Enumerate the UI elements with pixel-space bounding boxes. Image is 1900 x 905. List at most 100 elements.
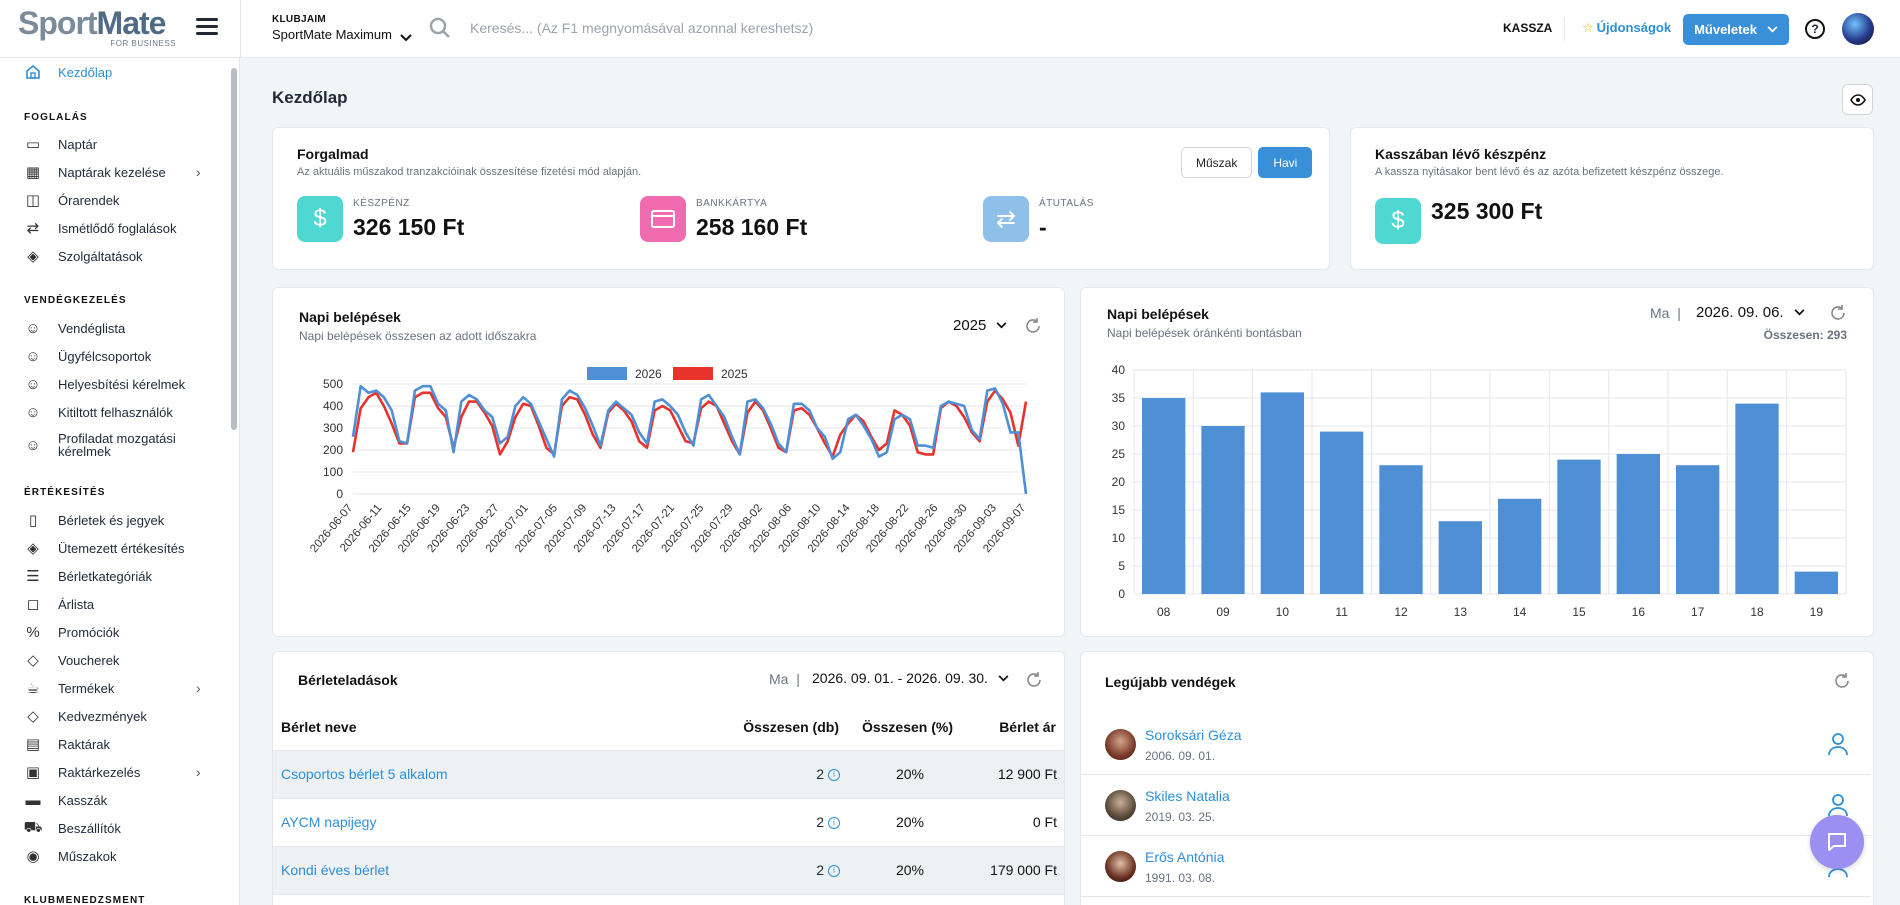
- monthly-button[interactable]: Havi: [1258, 147, 1313, 178]
- calendar-icon: ▭: [25, 136, 41, 153]
- avatar[interactable]: [1105, 851, 1136, 882]
- bar: [1438, 521, 1482, 594]
- store-icon: ▤: [25, 736, 41, 753]
- count-cell: 2: [816, 814, 824, 830]
- sidebar-item-recurring[interactable]: ⇄ Ismétlődő foglalások: [0, 215, 225, 241]
- sidebar-item-client-groups[interactable]: ☺ Ügyfélcsoportok: [25, 347, 152, 365]
- info-icon[interactable]: i: [828, 865, 840, 878]
- x-tick-label: 12: [1394, 605, 1408, 619]
- today-label[interactable]: Ma |: [1650, 305, 1681, 321]
- guest-name-link[interactable]: Skiles Natalia: [1145, 788, 1230, 804]
- bar: [1557, 459, 1601, 594]
- refresh-icon[interactable]: [1025, 671, 1043, 689]
- pass-name-link[interactable]: Csoportos bérlet 5 alkalom: [281, 766, 448, 782]
- daily-entries-bar-chart: 0 5 10 15 20 25 30 35 40 08 09 10 11 12 13 14 15 16 17 18 19: [1112, 363, 1847, 619]
- chevron-right-icon: ›: [196, 764, 201, 780]
- today-label[interactable]: Ma |: [769, 671, 800, 687]
- col-header-price[interactable]: Bérlet ár: [999, 719, 1056, 735]
- sidebar-item-calendar[interactable]: ▭ Naptár: [25, 136, 98, 153]
- sidebar-item-corrections[interactable]: ☺ Helyesbítési kérelmek: [25, 375, 186, 393]
- col-header-percent[interactable]: Összesen (%): [861, 719, 953, 735]
- avatar[interactable]: [1105, 729, 1136, 760]
- sidebar-item-banned[interactable]: ☺ Kitiltott felhasználók: [25, 403, 173, 421]
- users-icon: ☺: [25, 347, 41, 365]
- sidebar-item-discounts[interactable]: ◇ Kedvezmények: [0, 703, 225, 729]
- col-header-name[interactable]: Bérlet neve: [281, 719, 357, 735]
- sidebar-item-pricelist[interactable]: ◻ Árlista: [0, 591, 225, 617]
- sidebar-item-warehouses[interactable]: ▤ Raktárak: [25, 736, 111, 753]
- columns-icon: ◫: [25, 192, 41, 209]
- sidebar-item-passes[interactable]: ▯ Bérletek és jegyek: [0, 507, 225, 533]
- sidebar-item-shifts[interactable]: ◉ Műszakok: [0, 843, 225, 869]
- guest-date: 2006. 09. 01.: [1145, 749, 1216, 763]
- cash-value: 326 150 Ft: [353, 214, 465, 240]
- sidebar-item-guestlist[interactable]: ☺ Vendéglista: [25, 319, 126, 337]
- sportmate-logo[interactable]: SportMate FOR BUSINESS: [18, 5, 176, 48]
- year-select[interactable]: 2025: [953, 317, 1007, 334]
- refresh-icon[interactable]: [1829, 304, 1847, 322]
- x-tick-label: 15: [1572, 605, 1586, 619]
- sidebar-item-home[interactable]: Kezdőlap: [0, 59, 225, 85]
- bar: [1320, 431, 1364, 594]
- sidebar-item-vouchers[interactable]: ◇ Voucherek: [0, 647, 225, 673]
- info-icon[interactable]: i: [828, 769, 840, 782]
- info-icon[interactable]: i: [828, 817, 840, 830]
- search-input[interactable]: [470, 14, 990, 42]
- shift-button[interactable]: Műszak: [1181, 147, 1253, 178]
- daily-period-subtitle: Napi belépések összesen az adott időszak…: [299, 329, 537, 343]
- menu-toggle-icon[interactable]: [196, 18, 218, 38]
- operations-button[interactable]: Műveletek: [1683, 14, 1789, 45]
- hourly-subtitle: Napi belépések óránkénti bontásban: [1107, 326, 1302, 340]
- sidebar-item-timetables[interactable]: ◫ Órarendek: [25, 192, 120, 209]
- dollar-icon: $: [1375, 198, 1421, 244]
- sidebar-item-products[interactable]: ☕ Termékek ›: [0, 675, 225, 701]
- guest-date: 1991. 03. 08.: [1145, 871, 1216, 885]
- user-icon[interactable]: [1827, 732, 1849, 756]
- sidebar-item-stock[interactable]: ▣ Raktárkezelés ›: [25, 764, 201, 781]
- news-link[interactable]: ☆ Újdonságok: [1582, 20, 1672, 35]
- sidebar-item-suppliers[interactable]: ⛟ Beszállítók: [23, 818, 121, 836]
- guest-name-link[interactable]: Erős Antónia: [1145, 849, 1225, 865]
- user-icon[interactable]: [1827, 793, 1849, 817]
- search-icon[interactable]: [428, 16, 452, 40]
- sidebar-item-pass-categories[interactable]: ☰ Bérletkategóriák: [0, 563, 225, 589]
- kassza-link[interactable]: KASSZA: [1503, 21, 1553, 35]
- date-select[interactable]: 2026. 09. 06.: [1696, 304, 1805, 321]
- section-foglalas: FOGLALÁS: [24, 112, 88, 123]
- bar: [1616, 454, 1660, 594]
- sidebar-scrollbar[interactable]: [231, 68, 237, 430]
- sidebar-item-calendar-manage[interactable]: ▦ Naptárak kezelése ›: [25, 164, 201, 181]
- guest-name-link[interactable]: Soroksári Géza: [1145, 727, 1242, 743]
- chevron-right-icon: ›: [196, 164, 201, 180]
- transfer-label: ÁTUTALÁS: [1039, 198, 1094, 209]
- user-avatar[interactable]: [1842, 13, 1874, 45]
- date-range-select[interactable]: 2026. 09. 01. - 2026. 09. 30.: [812, 670, 1009, 686]
- repeat-icon: ⇄: [26, 220, 40, 237]
- y-tick-label: 200: [323, 443, 343, 457]
- col-header-count[interactable]: Összesen (db): [743, 719, 839, 735]
- hourly-total: Összesen: 293: [1763, 328, 1847, 342]
- sidebar-item-scheduled-sales[interactable]: ◈ Ütemezett értékesítés: [0, 535, 225, 561]
- legend-swatch: [587, 367, 627, 380]
- bar: [1201, 426, 1245, 594]
- revenue-card: Forgalmad Az aktuális műszakod tranzakci…: [272, 127, 1330, 270]
- refresh-icon[interactable]: [1833, 672, 1851, 690]
- help-icon[interactable]: ?: [1805, 19, 1825, 39]
- pass-name-link[interactable]: Kondi éves bérlet: [281, 862, 390, 878]
- sidebar-item-promotions[interactable]: % Promóciók: [0, 619, 225, 645]
- visibility-toggle-button[interactable]: [1842, 84, 1873, 115]
- chat-button[interactable]: [1810, 815, 1864, 869]
- club-selector[interactable]: KLUBJAIM SportMate Maximum: [272, 14, 412, 42]
- top-bar: SportMate FOR BUSINESS KLUBJAIM SportMat…: [0, 0, 1900, 58]
- y-tick-label: 10: [1112, 531, 1126, 545]
- chat-icon: [1828, 833, 1846, 851]
- refresh-icon[interactable]: [1024, 317, 1042, 335]
- chevron-down-icon: [996, 322, 1007, 329]
- avatar[interactable]: [1105, 790, 1136, 821]
- sidebar-item-registers[interactable]: ▬ Kasszák: [25, 791, 108, 809]
- x-tick-label: 14: [1513, 605, 1527, 619]
- sidebar-item-services[interactable]: ◈ Szolgáltatások: [0, 243, 225, 269]
- pass-name-link[interactable]: AYCM napijegy: [281, 814, 377, 830]
- sidebar-item-profile-move[interactable]: ☺ Profiladat mozgatási kérelmek: [25, 431, 176, 459]
